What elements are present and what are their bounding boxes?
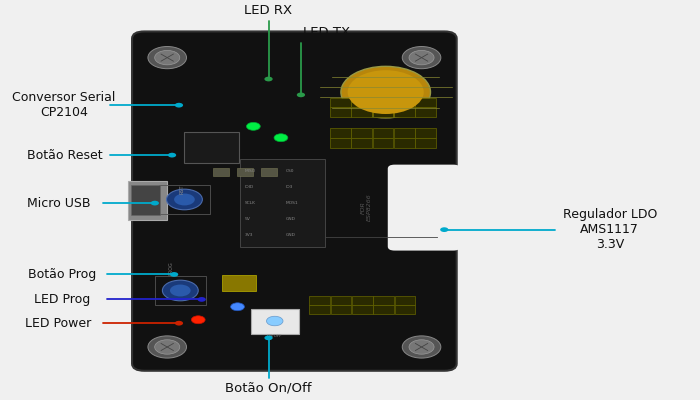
Text: FOR
ESP8266: FOR ESP8266 [361,194,372,222]
Circle shape [402,46,441,69]
Circle shape [348,70,424,114]
Text: GND: GND [286,217,295,221]
Text: RST: RST [180,185,185,194]
Text: Conversor Serial
CP2104: Conversor Serial CP2104 [12,91,116,119]
Text: IO3: IO3 [286,185,293,189]
FancyBboxPatch shape [351,98,372,107]
Text: CS0: CS0 [286,169,294,173]
FancyBboxPatch shape [394,138,414,148]
Text: IOID: IOID [244,185,253,189]
FancyBboxPatch shape [372,128,393,138]
Circle shape [148,336,186,358]
FancyBboxPatch shape [223,275,256,291]
FancyBboxPatch shape [184,132,239,163]
Text: Botão Reset: Botão Reset [27,149,103,162]
FancyBboxPatch shape [330,128,351,138]
FancyBboxPatch shape [394,108,414,117]
Circle shape [150,201,159,206]
Circle shape [155,340,180,354]
Circle shape [175,103,183,108]
FancyBboxPatch shape [132,185,160,216]
FancyBboxPatch shape [351,108,372,117]
FancyBboxPatch shape [373,296,394,304]
Text: MISO: MISO [244,169,256,173]
Text: SCLK: SCLK [244,201,256,205]
FancyBboxPatch shape [330,296,351,304]
Circle shape [170,272,178,277]
Circle shape [246,122,260,130]
Circle shape [168,153,176,158]
FancyBboxPatch shape [352,305,372,314]
Circle shape [402,336,441,358]
FancyBboxPatch shape [388,165,460,250]
FancyBboxPatch shape [330,108,351,117]
FancyBboxPatch shape [415,108,436,117]
FancyBboxPatch shape [261,168,277,176]
Text: LED TX: LED TX [303,26,350,39]
FancyBboxPatch shape [128,180,167,220]
FancyBboxPatch shape [351,138,372,148]
FancyBboxPatch shape [394,98,414,107]
Text: LED Power: LED Power [25,317,92,330]
FancyBboxPatch shape [132,32,456,371]
Circle shape [155,50,180,65]
Circle shape [297,92,305,97]
FancyBboxPatch shape [237,168,253,176]
FancyBboxPatch shape [352,296,372,304]
Text: MOS1: MOS1 [286,201,298,205]
Circle shape [170,284,190,296]
FancyBboxPatch shape [372,98,393,107]
Circle shape [162,280,198,301]
FancyBboxPatch shape [415,138,436,148]
Text: LED RX: LED RX [244,4,293,17]
FancyBboxPatch shape [372,138,393,148]
FancyBboxPatch shape [213,168,229,176]
FancyBboxPatch shape [372,108,393,117]
FancyBboxPatch shape [395,305,415,314]
FancyBboxPatch shape [351,128,372,138]
FancyBboxPatch shape [330,98,351,107]
Text: ON/OFF: ON/OFF [267,334,283,338]
FancyBboxPatch shape [373,305,394,314]
Text: LED Prog: LED Prog [34,293,90,306]
Circle shape [174,194,195,206]
Circle shape [440,227,449,232]
Text: Botão On/Off: Botão On/Off [225,382,312,394]
Text: Regulador LDO
AMS1117
3.3V: Regulador LDO AMS1117 3.3V [563,208,657,251]
FancyBboxPatch shape [330,138,351,148]
Text: 3V3: 3V3 [244,233,253,237]
Text: PROG: PROG [168,261,173,275]
Circle shape [148,46,186,69]
Circle shape [230,303,244,311]
FancyBboxPatch shape [415,98,436,107]
Circle shape [191,316,205,324]
Text: 5V: 5V [244,217,251,221]
Text: Micro USB: Micro USB [27,196,90,210]
Circle shape [175,321,183,326]
FancyBboxPatch shape [309,305,330,314]
Text: GND: GND [286,233,295,237]
FancyBboxPatch shape [330,305,351,314]
Circle shape [197,297,206,302]
Bar [395,169,450,247]
Circle shape [267,316,283,326]
Circle shape [274,134,288,142]
Circle shape [409,50,434,65]
FancyBboxPatch shape [395,296,415,304]
Circle shape [265,336,273,340]
Text: Botão Prog: Botão Prog [27,268,96,281]
FancyBboxPatch shape [394,128,414,138]
FancyBboxPatch shape [239,159,325,248]
Circle shape [409,340,434,354]
Circle shape [341,66,430,118]
FancyBboxPatch shape [415,128,436,138]
Circle shape [167,189,202,210]
FancyBboxPatch shape [309,296,330,304]
FancyBboxPatch shape [251,308,299,334]
Circle shape [265,77,273,81]
